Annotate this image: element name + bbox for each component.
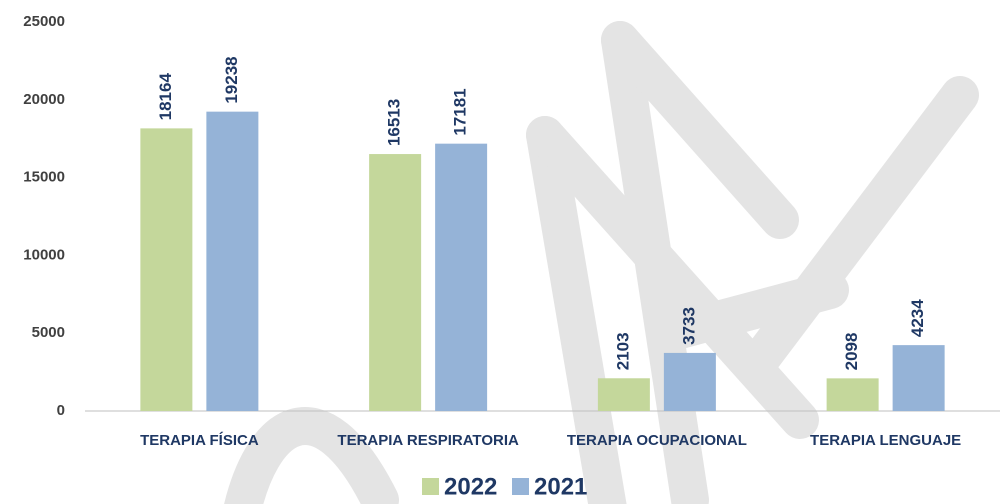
bar [597,378,650,411]
y-tick-label: 15000 [23,169,65,186]
y-tick-label: 0 [57,402,65,419]
value-label: 3733 [679,307,698,345]
legend-swatch [512,478,529,495]
bar [663,352,716,411]
value-label: 19238 [222,56,241,103]
watermark [224,21,979,504]
legend-label: 2021 [534,473,587,500]
bar [826,378,879,411]
bar [369,154,422,411]
y-tick-label: 5000 [32,324,65,341]
y-tick-label: 10000 [23,246,65,263]
legend-swatch [422,478,439,495]
value-label: 2098 [842,333,861,371]
value-label: 18164 [156,73,175,121]
bar [206,111,259,411]
value-label: 2103 [613,332,632,370]
value-label: 4234 [908,299,927,337]
bar [140,128,193,411]
bar [892,345,945,411]
y-tick-label: 25000 [23,13,65,30]
x-tick-label: TERAPIA OCUPACIONAL [567,432,747,449]
legend-label: 2022 [444,473,497,500]
x-tick-label: TERAPIA RESPIRATORIA [337,432,519,449]
value-label: 17181 [451,88,470,135]
x-tick-label: TERAPIA FÍSICA [140,432,259,449]
y-tick-label: 20000 [23,91,65,108]
bar [435,143,488,411]
x-tick-label: TERAPIA LENGUAJE [810,432,961,449]
value-label: 16513 [385,99,404,146]
